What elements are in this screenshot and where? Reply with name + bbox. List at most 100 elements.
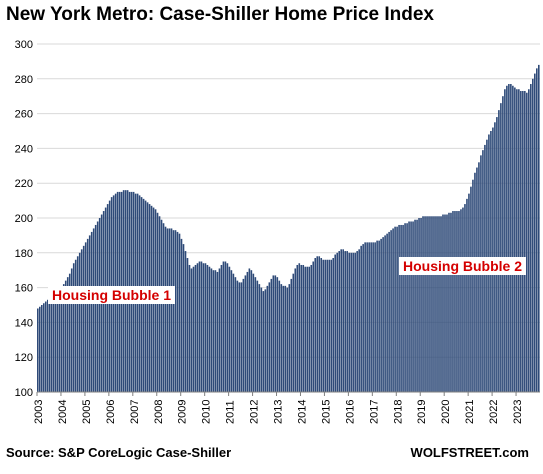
bar <box>68 273 71 392</box>
bar <box>416 219 418 392</box>
bar <box>246 271 249 392</box>
bar <box>338 251 340 392</box>
bar <box>328 259 331 392</box>
x-tick-label: 2009 <box>177 400 189 424</box>
bar <box>506 85 508 392</box>
x-axis-tick-labels: 2003 2004 2005 2006 2007 2008 2009 2010 2011 2012… <box>33 392 524 424</box>
bar <box>476 167 478 392</box>
x-tick-label: 2008 <box>153 400 165 424</box>
bar <box>362 244 364 392</box>
bar <box>426 216 428 392</box>
bar <box>168 228 171 392</box>
bar <box>458 211 460 392</box>
bar <box>326 259 329 392</box>
bar <box>316 256 319 392</box>
bar <box>286 287 289 392</box>
bar <box>166 228 169 392</box>
bar <box>496 117 498 392</box>
bar <box>186 258 189 392</box>
bar <box>190 268 193 392</box>
bar <box>260 287 263 392</box>
bar <box>452 211 454 392</box>
bar <box>270 278 273 392</box>
chart-title: New York Metro: Case-Shiller Home Price … <box>6 4 434 25</box>
bar <box>94 224 97 392</box>
bar <box>302 264 305 392</box>
bar <box>332 258 335 392</box>
bar <box>424 216 426 392</box>
annotation-housing-bubble-1: Housing Bubble 1 <box>48 286 175 304</box>
x-tick-label: 2019 <box>416 400 428 424</box>
y-tick-label: 220 <box>15 178 33 190</box>
bar <box>234 277 237 392</box>
bar <box>532 78 534 393</box>
bar <box>516 89 518 393</box>
bar <box>184 251 187 392</box>
bar <box>76 256 79 392</box>
bar <box>314 258 317 392</box>
y-tick-label: 300 <box>15 39 33 51</box>
x-tick-label: 2015 <box>320 400 332 424</box>
bar <box>478 162 480 392</box>
bar <box>384 235 386 392</box>
bar <box>46 299 49 392</box>
bar <box>206 264 209 392</box>
bar <box>370 242 372 392</box>
bar <box>160 219 163 392</box>
bar <box>88 235 91 392</box>
bar <box>236 280 239 392</box>
x-tick-label: 2005 <box>81 400 93 424</box>
bar <box>292 273 295 392</box>
brand-label: WOLFSTREET.com <box>410 445 529 460</box>
bar <box>350 252 352 392</box>
bar <box>62 284 65 392</box>
bar <box>164 226 167 392</box>
x-tick-label: 2006 <box>105 400 117 424</box>
bar <box>240 282 243 392</box>
bar <box>366 242 368 392</box>
x-tick-label: 2022 <box>488 400 500 424</box>
bar <box>294 268 297 392</box>
bar <box>96 221 99 392</box>
bar <box>284 285 287 392</box>
bar <box>436 216 438 392</box>
x-tick-label: 2013 <box>273 400 285 424</box>
bar <box>450 212 452 392</box>
bar <box>84 242 87 392</box>
bar <box>64 280 67 392</box>
bar <box>536 68 538 393</box>
bar <box>336 252 338 392</box>
bar <box>258 284 261 392</box>
bar <box>356 251 358 392</box>
bar <box>192 266 195 392</box>
bar <box>502 96 504 392</box>
x-tick-label: 2010 <box>201 400 213 424</box>
bar <box>456 211 458 392</box>
bar <box>468 193 470 392</box>
bar <box>508 84 510 393</box>
bar <box>512 85 514 392</box>
bar <box>528 89 530 393</box>
bar <box>266 285 269 392</box>
bar <box>238 282 241 392</box>
bar <box>80 249 83 392</box>
bar <box>380 238 382 392</box>
bar <box>386 233 388 392</box>
bar <box>70 268 73 392</box>
y-tick-label: 260 <box>15 109 33 121</box>
bar <box>524 90 526 392</box>
y-tick-label: 100 <box>15 387 33 399</box>
x-tick-label: 2003 <box>33 400 45 424</box>
bar <box>358 249 360 392</box>
bar <box>44 301 47 392</box>
y-tick-label: 200 <box>15 213 33 225</box>
bar <box>440 216 442 392</box>
bar <box>74 259 77 392</box>
bar <box>434 216 436 392</box>
bar <box>212 270 215 392</box>
bar <box>50 296 53 392</box>
bar <box>466 198 468 392</box>
bar <box>232 273 235 392</box>
bar <box>98 218 101 392</box>
x-tick-label: 2016 <box>344 400 356 424</box>
